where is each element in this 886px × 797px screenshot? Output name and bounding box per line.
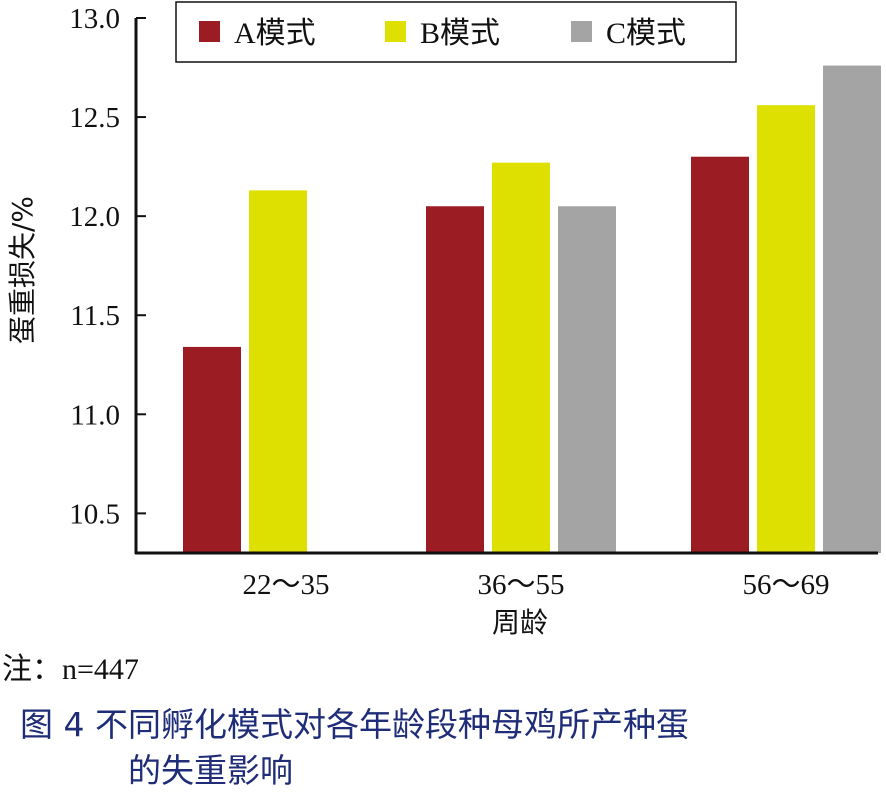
legend-label-2: B模式	[420, 17, 500, 50]
bar-2-1	[249, 190, 307, 553]
x-tick-label: 22～35	[242, 569, 329, 601]
y-tick-label: 11.0	[70, 399, 120, 431]
bar-3-2	[558, 206, 616, 554]
legend-label-3: C模式	[606, 17, 686, 50]
caption-line-1: 图 4 不同孵化模式对各年龄段种母鸡所产种蛋	[20, 705, 689, 744]
legend-swatch-3	[571, 21, 592, 42]
bar-3-3	[823, 65, 881, 554]
bar-chart: 10.5 11.0 11.5 12.0 12.5 13.0 22～35 36～55 56～69…	[6, 1, 881, 639]
legend: A模式 B模式 C模式	[175, 1, 737, 63]
x-axis-title: 周龄	[492, 606, 548, 639]
bar-1-1	[183, 346, 241, 553]
figure-caption: 图 4 不同孵化模式对各年龄段种母鸡所产种蛋 的失重影响	[20, 702, 870, 794]
legend-swatch-1	[199, 21, 220, 42]
y-axis-title: 蛋重损失/%	[6, 196, 39, 344]
footnote: 注：n=447	[2, 653, 139, 686]
y-tick-label: 12.5	[69, 102, 120, 134]
bar-2-3	[757, 105, 815, 554]
caption-line-2: 的失重影响	[128, 751, 293, 790]
bar-1-3	[691, 156, 749, 553]
legend-box	[175, 1, 737, 63]
bar-1-2	[426, 206, 484, 554]
legend-label-1: A模式	[234, 17, 316, 50]
y-tick-label: 10.5	[69, 498, 120, 530]
y-tick-label: 13.0	[69, 3, 120, 35]
x-tick-label: 56～69	[742, 569, 829, 601]
y-axis-ticks: 10.5 11.0 11.5 12.0 12.5 13.0	[69, 3, 146, 530]
y-tick-label: 12.0	[69, 201, 120, 233]
bar-2-2	[492, 162, 550, 554]
x-tick-label: 36～55	[477, 569, 564, 601]
y-tick-label: 11.5	[70, 300, 120, 332]
x-axis-ticks: 22～35 36～55 56～69	[242, 569, 829, 601]
legend-swatch-2	[385, 21, 406, 42]
bars-group	[183, 65, 881, 554]
